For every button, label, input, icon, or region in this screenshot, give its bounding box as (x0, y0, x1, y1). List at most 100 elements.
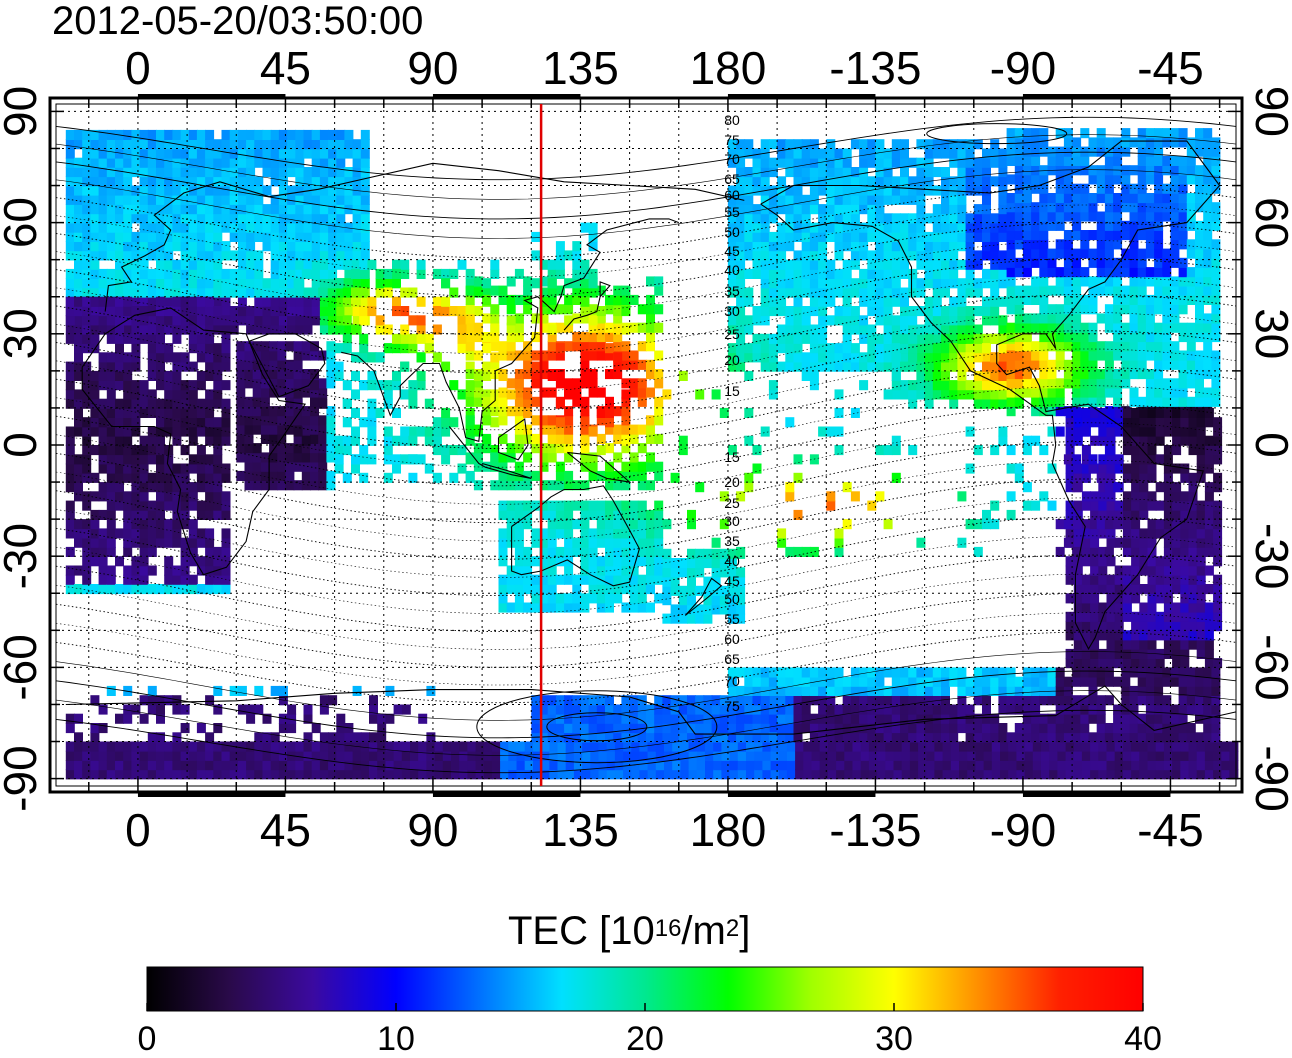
tec-cell (859, 194, 869, 205)
tec-cell (1041, 760, 1050, 771)
tec-cell (1196, 760, 1206, 771)
tec-cell (637, 584, 647, 595)
tec-cell (82, 324, 92, 335)
tec-cell (1072, 193, 1082, 204)
tec-cell (949, 213, 959, 224)
tec-cell (900, 259, 909, 270)
tec-cell (982, 352, 991, 363)
tec-cell (221, 222, 231, 233)
tec-cell (1131, 574, 1141, 585)
tec-cell (539, 361, 549, 372)
tec-cell (106, 472, 116, 483)
tec-cell (1186, 267, 1196, 278)
tec-cell (973, 333, 983, 344)
tec-cell (539, 602, 549, 613)
tec-cell (254, 185, 264, 196)
tec-cell (1204, 760, 1214, 771)
tec-cell (1186, 341, 1196, 352)
tec-cell (293, 378, 303, 389)
tec-cell (221, 268, 231, 279)
tec-cell (695, 604, 705, 615)
tec-cell (106, 148, 116, 159)
tec-cell (891, 222, 901, 233)
tec-cell (498, 294, 508, 305)
tec-cell (596, 332, 606, 343)
tec-cell (1204, 741, 1214, 752)
tec-cell (908, 185, 918, 196)
tec-cell (254, 306, 264, 317)
tec-cell (736, 361, 746, 372)
tec-cell (74, 417, 83, 428)
tec-cell (687, 509, 696, 520)
tec-cell (139, 231, 149, 242)
tec-cell (180, 769, 190, 780)
tec-cell (188, 296, 198, 307)
tec-cell (949, 259, 959, 270)
tec-cell (106, 482, 116, 493)
tec-cell (547, 602, 557, 613)
tec-cell (801, 287, 811, 298)
tec-cell (959, 741, 968, 752)
tec-cell (172, 519, 182, 530)
tec-cell (1096, 230, 1106, 241)
tec-cell (1172, 760, 1182, 771)
tec-cell (1106, 491, 1116, 502)
tec-cell (156, 352, 165, 363)
tec-cell (351, 268, 360, 279)
tec-cell (916, 306, 926, 317)
tec-cell (196, 352, 206, 363)
tec-cell (115, 398, 124, 409)
tec-cell (213, 231, 223, 242)
tec-cell (1106, 509, 1116, 520)
tec-cell (1055, 202, 1065, 213)
tec-cell (188, 454, 198, 465)
tec-cell (246, 222, 256, 233)
tec-cell (1063, 137, 1073, 148)
tec-cell (98, 750, 108, 761)
tec-cell (793, 194, 803, 205)
tec-cell (1163, 593, 1173, 604)
tec-cell (106, 417, 116, 428)
tec-cell (1121, 174, 1131, 185)
tec-cell (1096, 239, 1106, 250)
tec-cell (213, 176, 223, 187)
tec-cell (916, 259, 926, 270)
tec-cell (115, 352, 124, 363)
tec-cell (719, 558, 729, 569)
tec-cell (834, 315, 844, 326)
tec-cell (819, 741, 829, 752)
tec-cell (90, 426, 100, 437)
tec-cell (850, 185, 860, 196)
tec-cell (1014, 350, 1024, 361)
tec-cell (1129, 313, 1139, 324)
tec-cell (1047, 332, 1057, 343)
tec-cell (555, 443, 565, 454)
tec-cell (926, 769, 936, 780)
tec-cell (908, 241, 918, 252)
tec-cell (809, 139, 819, 150)
tec-cell (924, 167, 934, 178)
tec-cell (1113, 322, 1123, 333)
tec-cell (875, 167, 885, 178)
tec-cell (1186, 294, 1196, 305)
tec-cell (859, 222, 869, 233)
tec-cell (1073, 528, 1083, 539)
tec-cell (221, 417, 231, 428)
tec-cell (973, 204, 983, 215)
tec-cell (244, 369, 254, 380)
tec-cell (74, 769, 83, 780)
tec-cell (1154, 332, 1164, 343)
tec-cell (196, 139, 206, 150)
tec-cell (580, 528, 590, 539)
tec-cell (850, 361, 860, 372)
tec-cell (1172, 417, 1182, 428)
tec-cell (123, 472, 133, 483)
tec-cell (131, 268, 141, 279)
tec-cell (793, 259, 803, 270)
tec-cell (90, 287, 100, 298)
tec-cell (736, 613, 746, 624)
tec-cell (785, 148, 795, 159)
tec-cell (727, 148, 737, 159)
tec-cell (90, 509, 100, 520)
tec-cell (1104, 183, 1114, 194)
